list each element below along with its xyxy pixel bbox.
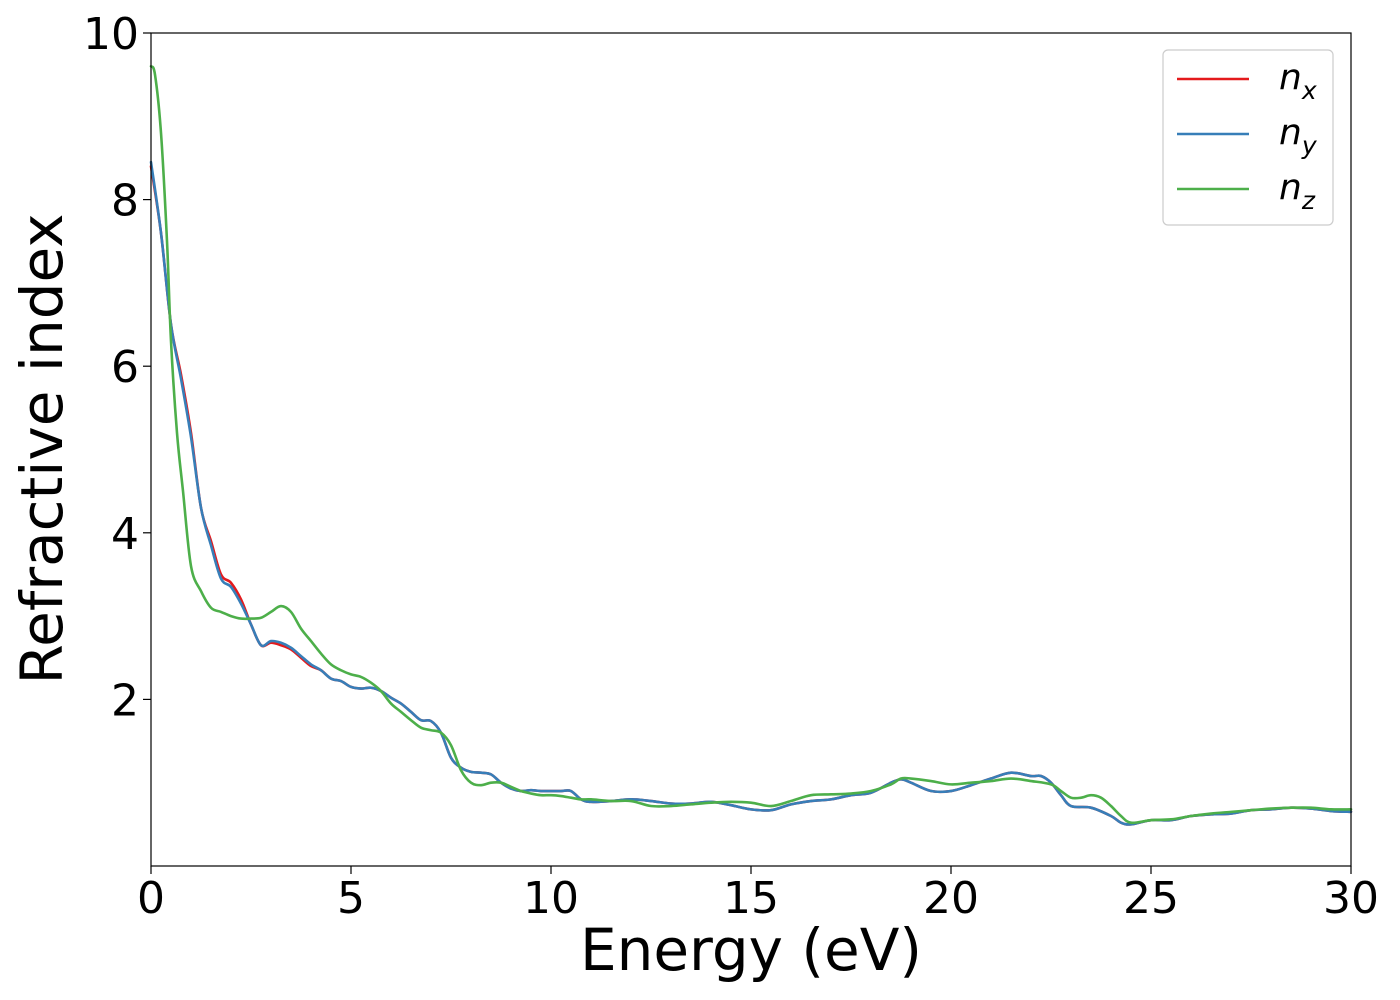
y-axis-title: Refractive index bbox=[8, 213, 76, 684]
y-tick-label: 10 bbox=[83, 9, 139, 60]
series-layer bbox=[149, 65, 1353, 826]
legend-label-subscript: x bbox=[1301, 76, 1317, 105]
y-tick-label: 6 bbox=[111, 342, 139, 393]
legend-label-ny: ny bbox=[1279, 112, 1318, 160]
y-tick-label: 4 bbox=[111, 509, 139, 560]
legend-label-subscript: y bbox=[1301, 131, 1318, 160]
plot-frame bbox=[150, 32, 1352, 867]
legend-label-nz: nz bbox=[1279, 167, 1316, 215]
y-axis: 2 4 6 8 10 bbox=[83, 9, 151, 726]
legend-label-nx: nx bbox=[1279, 57, 1317, 105]
x-tick-label: 30 bbox=[1323, 873, 1379, 924]
legend-label-base: n bbox=[1279, 57, 1302, 98]
series-line-nz bbox=[149, 65, 1353, 825]
x-tick-label: 5 bbox=[337, 873, 365, 924]
y-tick-label: 2 bbox=[111, 675, 139, 726]
legend-frame bbox=[1162, 49, 1334, 226]
x-tick-label: 25 bbox=[1123, 873, 1179, 924]
legend-label-base: n bbox=[1279, 112, 1302, 153]
legend-label-subscript: z bbox=[1301, 186, 1316, 215]
x-tick-label: 15 bbox=[723, 873, 779, 924]
x-tick-label: 0 bbox=[137, 873, 165, 924]
x-tick-label: 20 bbox=[923, 873, 979, 924]
x-axis: 0 5 10 15 20 25 30 bbox=[137, 866, 1379, 924]
legend-label-base: n bbox=[1279, 167, 1302, 208]
x-axis-title: Energy (eV) bbox=[580, 916, 922, 984]
plot-area bbox=[151, 33, 1351, 866]
x-tick-label: 10 bbox=[523, 873, 579, 924]
y-tick-label: 8 bbox=[111, 176, 139, 227]
